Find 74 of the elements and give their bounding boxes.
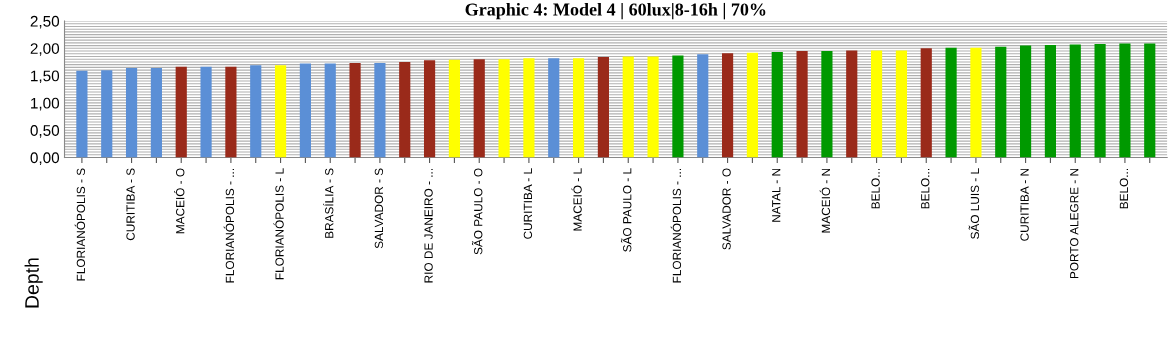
bar	[1019, 45, 1032, 158]
y-tick-label: 1,50	[31, 70, 60, 84]
x-tick-label: CURITIBA - L	[523, 168, 533, 239]
bar	[374, 63, 386, 158]
bar	[721, 53, 734, 158]
x-tick-label: MACEIÓ - L	[571, 168, 582, 231]
x-tick-label: RIO DE JANEIRO - ...	[424, 168, 433, 283]
bar	[125, 67, 138, 158]
chart-title: Graphic 4: Model 4 | 60lux|8-16h | 70%	[465, 2, 766, 20]
bar	[399, 61, 411, 158]
x-tick-label: NATAL - N	[772, 168, 781, 222]
x-tick-label: BELO...	[1119, 168, 1129, 209]
x-tick-label: SÃO LUIS - L	[968, 168, 980, 239]
bar	[101, 70, 113, 158]
bar	[945, 47, 957, 158]
x-tick-label: SALVADOR - S	[374, 168, 384, 249]
x-tick-label: SÃO PAULO - L	[620, 168, 632, 252]
bar	[299, 63, 311, 158]
bar	[796, 51, 808, 158]
bar	[225, 66, 237, 158]
bar	[498, 59, 510, 158]
bar	[274, 65, 287, 158]
bar	[970, 47, 982, 158]
bar	[846, 50, 858, 158]
x-tick-label: MACEIÓ - O	[174, 168, 185, 234]
bar	[175, 66, 187, 158]
bar	[250, 65, 262, 158]
bar	[995, 46, 1007, 158]
x-tick-label: FLORIANÓPOLIS - ...	[223, 168, 235, 283]
x-tick-label: CURITIBA - S	[126, 168, 135, 241]
bar	[423, 60, 436, 158]
bar	[473, 59, 485, 158]
x-tick-label: SALVADOR - O	[722, 168, 731, 250]
x-tick-label: PORTO ALEGRE - N	[1070, 168, 1079, 279]
bar	[548, 58, 560, 158]
bar	[821, 51, 833, 158]
bar	[150, 67, 162, 158]
bar	[1069, 44, 1081, 158]
bar	[920, 48, 932, 158]
x-tick-label: FLORIANÓPOLIS - S	[74, 168, 86, 281]
x-tick-label: MACEIÓ - N	[819, 168, 831, 233]
bar	[647, 56, 659, 158]
bar	[1144, 43, 1156, 158]
bar	[1044, 45, 1056, 158]
bar	[622, 56, 634, 158]
y-tick-label: 0,50	[30, 125, 60, 138]
y-tick-label: 0,00	[30, 152, 60, 165]
x-tick-label: CURITIBA - N	[1020, 168, 1029, 241]
bar	[523, 58, 535, 158]
bar	[448, 59, 460, 158]
x-tick-label: BELO...	[871, 168, 880, 209]
y-tick-label: 1,00	[31, 97, 60, 111]
x-tick-label: FLORIANÓPOLIS - ...	[670, 168, 682, 283]
x-tick-label: FLORIANÓPOLIS - L	[273, 168, 284, 280]
bar	[597, 57, 609, 158]
bar	[672, 55, 684, 158]
bar	[1119, 43, 1131, 158]
bar	[771, 52, 783, 158]
bar	[349, 63, 361, 158]
bar	[572, 58, 585, 158]
bar	[746, 52, 758, 158]
bar	[324, 63, 336, 158]
bar	[895, 50, 907, 158]
x-tick-label: BRASÍLIA - S	[323, 168, 334, 238]
y-axis-title: Depth	[24, 258, 43, 308]
bar	[200, 66, 212, 158]
y-tick-label: 2,50	[30, 15, 60, 29]
x-tick-label: SÃO PAULO - O	[471, 168, 483, 255]
bar	[1094, 43, 1106, 158]
x-tick-label: BELO...	[921, 168, 930, 209]
bar	[76, 70, 88, 158]
bar	[697, 54, 709, 158]
y-tick-label: 2,00	[30, 43, 60, 56]
bar	[870, 50, 883, 158]
